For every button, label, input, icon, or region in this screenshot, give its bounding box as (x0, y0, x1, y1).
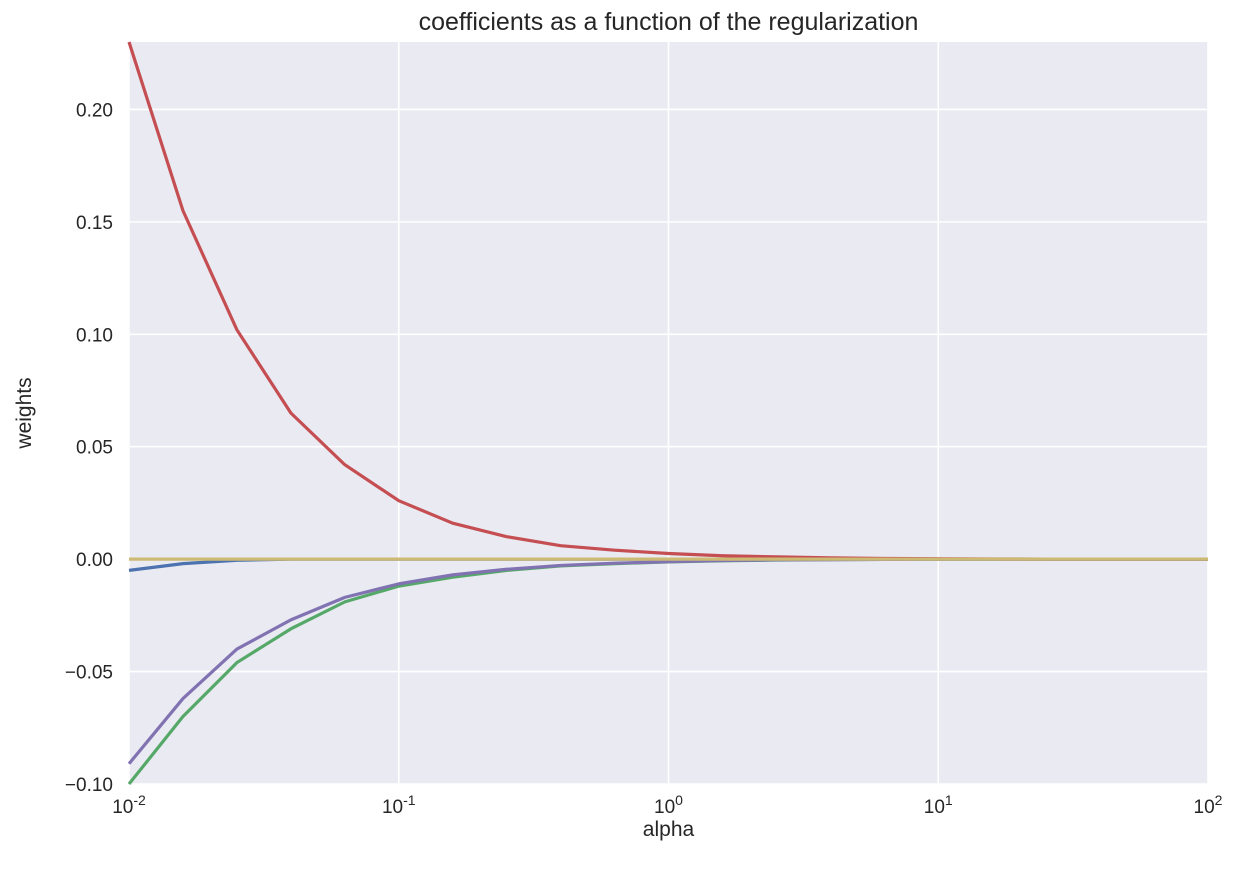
x-tick-label: 10-2 (112, 792, 146, 818)
x-tick-exponent: 1 (945, 792, 953, 808)
y-tick-label: −0.10 (65, 775, 113, 796)
y-tick-labels: −0.10 −0.05 0.00 0.05 0.10 0.15 0.20 (65, 100, 113, 796)
x-tick-exponent: -1 (403, 792, 416, 808)
y-tick-label: 0.10 (76, 325, 113, 346)
x-tick-base: 10 (654, 797, 675, 818)
x-tick-exponent: 0 (675, 792, 683, 808)
y-tick-label: 0.05 (76, 438, 113, 459)
y-tick-label: 0.20 (76, 100, 113, 121)
x-tick-base: 10 (382, 797, 403, 818)
x-tick-label: 10-1 (382, 792, 416, 818)
x-tick-label: 101 (924, 792, 953, 818)
y-tick-label: −0.05 (65, 663, 113, 684)
series-lines (127, 41, 1208, 785)
x-tick-base: 10 (1194, 797, 1215, 818)
x-tick-label: 100 (654, 792, 683, 818)
x-axis-label: alpha (643, 818, 695, 841)
chart-title: coefficients as a function of the regula… (419, 8, 919, 36)
y-axis-label: weights (13, 377, 36, 449)
y-tick-label: 0.00 (76, 550, 113, 571)
x-tick-base: 10 (112, 797, 133, 818)
y-tick-label: 0.15 (76, 213, 113, 234)
x-tick-exponent: -2 (133, 792, 146, 808)
x-tick-base: 10 (924, 797, 945, 818)
x-tick-exponent: 2 (1215, 792, 1223, 808)
x-tick-labels: 10-2 10-1 100 101 102 (112, 792, 1222, 818)
x-tick-label: 102 (1194, 792, 1223, 818)
